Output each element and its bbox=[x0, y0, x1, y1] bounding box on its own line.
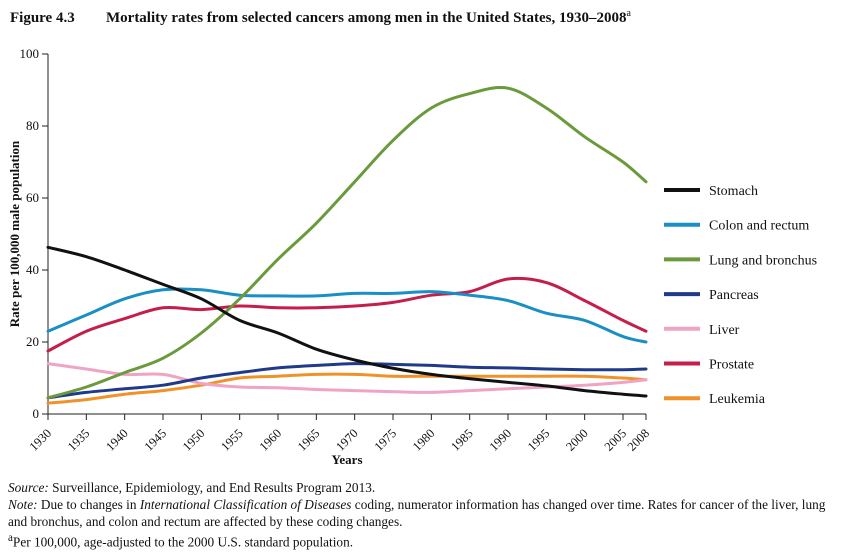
series-line-pancreas bbox=[46, 362, 648, 400]
figure-number: Figure 4.3 bbox=[10, 10, 75, 26]
x-tick-label: 1950 bbox=[180, 426, 208, 454]
legend-label-pancreas: Pancreas bbox=[709, 288, 759, 303]
legend-label-colon-and-rectum: Colon and rectum bbox=[709, 219, 809, 234]
x-tick-label: 1940 bbox=[103, 426, 131, 454]
x-tick-label: 1935 bbox=[65, 426, 93, 454]
series-line-prostate bbox=[46, 276, 648, 353]
x-tick-label: 1990 bbox=[487, 426, 515, 454]
x-axis: 1930 1935 1940 1945 1950 1955 1960 1965 1970 1975… bbox=[27, 413, 653, 454]
x-tick-label: 2008 bbox=[625, 426, 653, 454]
line-chart: 0 20 40 60 80 100 1930 1935 1940 1945 1950 1955 196… bbox=[7, 46, 817, 467]
x-tick-label: 1945 bbox=[142, 426, 170, 454]
footnote-text: Per 100,000, age-adjusted to the 2000 U.… bbox=[12, 534, 354, 550]
y-tick-label: 20 bbox=[26, 334, 39, 349]
legend-label-stomach: Stomach bbox=[709, 184, 758, 199]
y-tick-label: 40 bbox=[26, 262, 39, 277]
source-text: Surveillance, Epidemiology, and End Resu… bbox=[48, 480, 376, 495]
legend-label-lung-and-bronchus: Lung and bronchus bbox=[709, 253, 817, 268]
note-italic: International Classification of Diseases bbox=[139, 497, 352, 512]
x-tick-label: 1955 bbox=[218, 426, 246, 454]
x-ticks: 1930 1935 1940 1945 1950 1955 1960 1965 1970 1975… bbox=[27, 414, 653, 454]
y-tick-label: 80 bbox=[26, 118, 39, 133]
x-tick-label: 2005 bbox=[602, 426, 630, 454]
legend-label-prostate: Prostate bbox=[709, 358, 754, 373]
series-line-colon-and-rectum bbox=[46, 287, 648, 344]
y-tick-label: 60 bbox=[26, 190, 39, 205]
x-tick-label: 1975 bbox=[372, 426, 400, 454]
note-text-2: coding, numerator information has change… bbox=[8, 497, 826, 529]
series-line-stomach bbox=[46, 245, 648, 398]
x-tick-label: 1995 bbox=[525, 426, 553, 454]
figure-header: Figure 4.3 Mortality rates from selected … bbox=[10, 8, 631, 27]
x-tick-label: 2000 bbox=[563, 426, 591, 454]
note-label: Note: bbox=[8, 497, 38, 512]
x-tick-label: 1960 bbox=[257, 426, 285, 454]
y-tick-label: 0 bbox=[33, 406, 40, 421]
x-tick-label: 1930 bbox=[27, 426, 55, 454]
note-text-1: Due to changes in bbox=[37, 497, 140, 512]
y-ticks: 0 20 40 60 80 100 bbox=[20, 46, 48, 421]
figure-title: Mortality rates from selected cancers am… bbox=[106, 10, 627, 26]
series-line-lung-and-bronchus bbox=[46, 86, 648, 400]
figure-title-superscript: a bbox=[626, 8, 631, 19]
source-line: Source: Surveillance, Epidemiology, and … bbox=[8, 479, 838, 496]
source-label: Source: bbox=[8, 480, 49, 495]
note-line: Note: Due to changes in International Cl… bbox=[8, 496, 838, 530]
series-line-leukemia bbox=[46, 372, 648, 405]
legend-label-liver: Liver bbox=[709, 323, 740, 338]
y-axis: 0 20 40 60 80 100 bbox=[20, 46, 49, 421]
footnote-line: aPer 100,000, age-adjusted to the 2000 U… bbox=[8, 530, 838, 550]
x-tick-label: 1980 bbox=[410, 426, 438, 454]
footnote-marker: a bbox=[8, 532, 13, 544]
figure-notes: Source: Surveillance, Epidemiology, and … bbox=[8, 479, 838, 550]
x-tick-label: 1965 bbox=[295, 426, 323, 454]
x-tick-label: 1970 bbox=[333, 426, 361, 454]
y-axis-title: Rate per 100,000 male population bbox=[7, 140, 22, 327]
x-axis-title: Years bbox=[331, 452, 362, 467]
x-tick-label: 1985 bbox=[448, 426, 476, 454]
legend-label-leukemia: Leukemia bbox=[709, 392, 766, 407]
legend: Stomach Colon and rectum Lung and bronchus… bbox=[664, 184, 817, 407]
y-tick-label: 100 bbox=[20, 46, 40, 61]
series-lines bbox=[46, 86, 648, 405]
